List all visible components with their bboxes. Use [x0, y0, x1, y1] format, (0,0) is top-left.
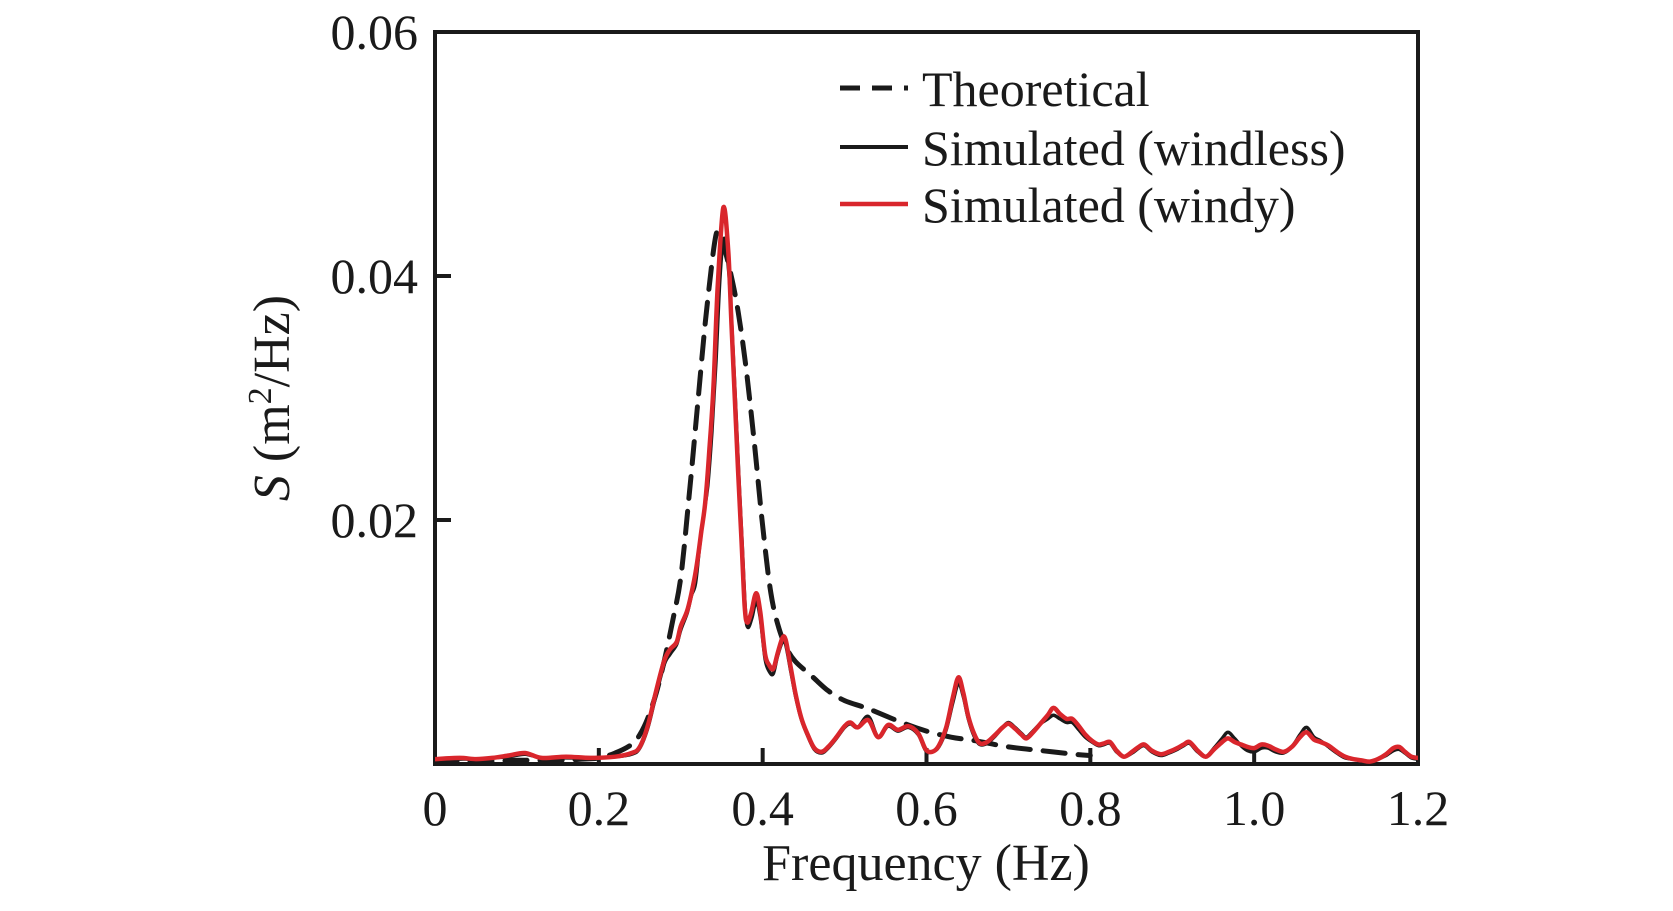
x-tick-label: 0.2 — [568, 780, 631, 836]
y-tick-label: 0.02 — [331, 492, 419, 548]
x-axis-title: Frequency (Hz) — [762, 835, 1090, 892]
y-tick-label: 0.04 — [331, 248, 419, 304]
legend-label: Simulated (windless) — [922, 120, 1346, 176]
legend-item-windless: Simulated (windless) — [840, 120, 1346, 176]
curve-simulated-windy — [435, 204, 1418, 764]
x-tick-label: 0.6 — [895, 780, 958, 836]
y-axis-ticks — [435, 274, 451, 522]
legend-item-theoretical: Theoretical — [840, 61, 1150, 117]
y-axis-tick-labels: 0.02 0.04 0.06 — [331, 4, 419, 548]
x-axis-tick-labels: 0 0.2 0.4 0.6 0.8 1.0 1.2 — [423, 780, 1450, 836]
svg-text:S (m2/Hz): S (m2/Hz) — [242, 295, 301, 501]
y-axis-title: S (m2/Hz) — [242, 295, 301, 501]
x-tick-label: 0.4 — [731, 780, 794, 836]
legend-label: Theoretical — [922, 61, 1150, 117]
y-tick-label: 0.06 — [331, 4, 419, 60]
legend-item-windy: Simulated (windy) — [840, 177, 1296, 233]
x-tick-label: 1.2 — [1387, 780, 1450, 836]
data-curves — [435, 204, 1418, 764]
curve-simulated-windless — [435, 236, 1418, 764]
legend: Theoretical Simulated (windless) Simulat… — [840, 61, 1346, 233]
x-tick-label: 0.8 — [1059, 780, 1122, 836]
legend-label: Simulated (windy) — [922, 177, 1296, 233]
x-tick-label: 1.0 — [1223, 780, 1286, 836]
x-tick-label: 0 — [423, 780, 448, 836]
curve-theoretical — [435, 227, 1093, 764]
